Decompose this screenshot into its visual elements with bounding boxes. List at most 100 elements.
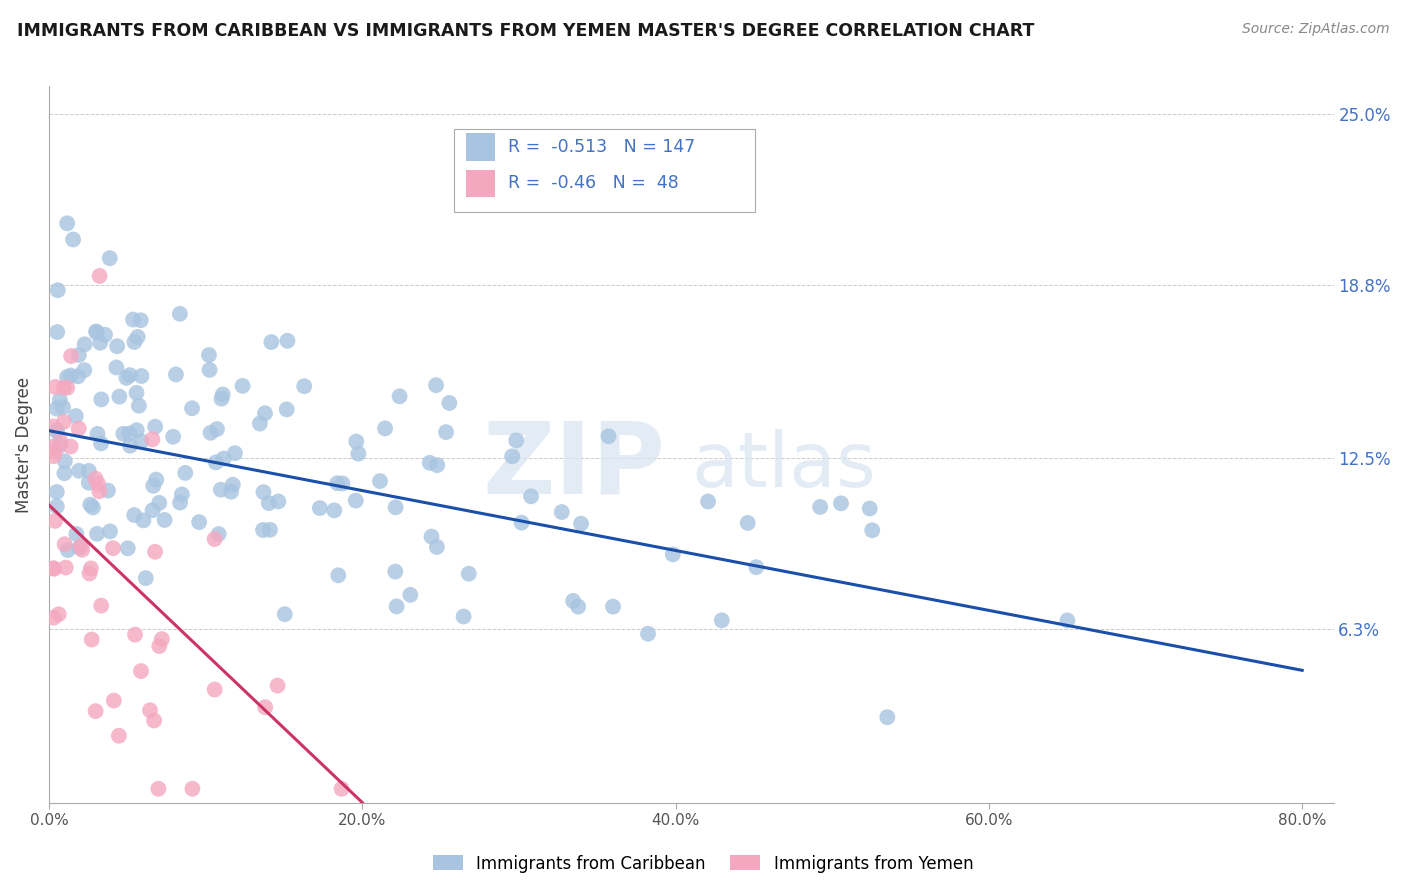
Point	[145, 473, 167, 487]
Point	[129, 313, 152, 327]
Point	[637, 626, 659, 640]
Point	[426, 540, 449, 554]
FancyBboxPatch shape	[454, 129, 755, 211]
Legend: Immigrants from Caribbean, Immigrants from Yemen: Immigrants from Caribbean, Immigrants fr…	[426, 848, 980, 880]
Point	[135, 571, 157, 585]
Point	[153, 513, 176, 527]
Point	[55, 560, 77, 574]
Point	[439, 396, 461, 410]
Point	[737, 516, 759, 530]
Point	[66, 369, 89, 384]
Point	[808, 500, 831, 514]
Point	[219, 484, 242, 499]
Point	[267, 494, 290, 508]
Point	[118, 368, 141, 383]
Bar	[467, 169, 495, 197]
Y-axis label: Master's Degree: Master's Degree	[15, 376, 32, 513]
Point	[45, 401, 67, 416]
Point	[434, 425, 457, 439]
Point	[108, 729, 131, 743]
Point	[52, 415, 75, 429]
Point	[374, 421, 396, 435]
Point	[259, 523, 281, 537]
Point	[77, 475, 100, 490]
Point	[143, 714, 166, 728]
Point	[120, 439, 142, 453]
Point	[205, 455, 228, 469]
Point	[1056, 614, 1078, 628]
Point	[253, 406, 276, 420]
Point	[520, 489, 543, 503]
Bar	[467, 134, 495, 161]
Text: ZIP: ZIP	[482, 417, 665, 515]
Point	[86, 526, 108, 541]
Point	[79, 566, 101, 581]
Point	[44, 514, 66, 528]
Point	[46, 325, 69, 339]
Point	[67, 348, 90, 362]
Point	[86, 426, 108, 441]
Point	[200, 425, 222, 440]
Point	[169, 307, 191, 321]
Point	[181, 401, 204, 416]
Point	[94, 327, 117, 342]
Point	[148, 639, 170, 653]
Point	[124, 627, 146, 641]
Point	[745, 560, 768, 574]
Point	[122, 312, 145, 326]
Point	[425, 378, 447, 392]
Point	[42, 439, 65, 453]
Point	[44, 380, 66, 394]
Point	[344, 493, 367, 508]
Point	[419, 456, 441, 470]
Point	[165, 368, 187, 382]
Point	[276, 334, 298, 348]
Point	[56, 216, 79, 230]
Point	[52, 400, 75, 414]
Point	[212, 451, 235, 466]
Point	[73, 363, 96, 377]
Point	[65, 409, 87, 423]
Point	[198, 363, 221, 377]
Point	[48, 607, 70, 622]
Point	[174, 466, 197, 480]
Point	[79, 498, 101, 512]
Point	[122, 508, 145, 522]
Point	[89, 268, 111, 283]
Point	[602, 599, 624, 614]
Point	[56, 381, 79, 395]
Point	[101, 541, 124, 556]
Point	[53, 454, 76, 468]
Point	[384, 565, 406, 579]
Point	[59, 368, 82, 383]
Point	[80, 632, 103, 647]
Point	[139, 703, 162, 717]
Point	[124, 334, 146, 349]
Point	[112, 426, 135, 441]
Point	[67, 464, 90, 478]
Point	[510, 516, 533, 530]
Point	[118, 426, 141, 441]
Point	[89, 484, 111, 499]
Point	[80, 561, 103, 575]
Point	[211, 387, 233, 401]
Point	[232, 379, 254, 393]
Point	[697, 494, 720, 508]
Text: R =  -0.46   N =  48: R = -0.46 N = 48	[508, 174, 678, 193]
Point	[204, 532, 226, 546]
Point	[127, 330, 149, 344]
Point	[82, 500, 104, 515]
Point	[205, 422, 228, 436]
Point	[162, 430, 184, 444]
Point	[52, 381, 75, 395]
Point	[105, 339, 128, 353]
Point	[328, 568, 350, 582]
Point	[49, 434, 72, 449]
Point	[332, 476, 354, 491]
Point	[53, 467, 76, 481]
Point	[105, 360, 128, 375]
Point	[56, 370, 79, 384]
Point	[42, 561, 65, 575]
Point	[453, 609, 475, 624]
Point	[141, 433, 163, 447]
